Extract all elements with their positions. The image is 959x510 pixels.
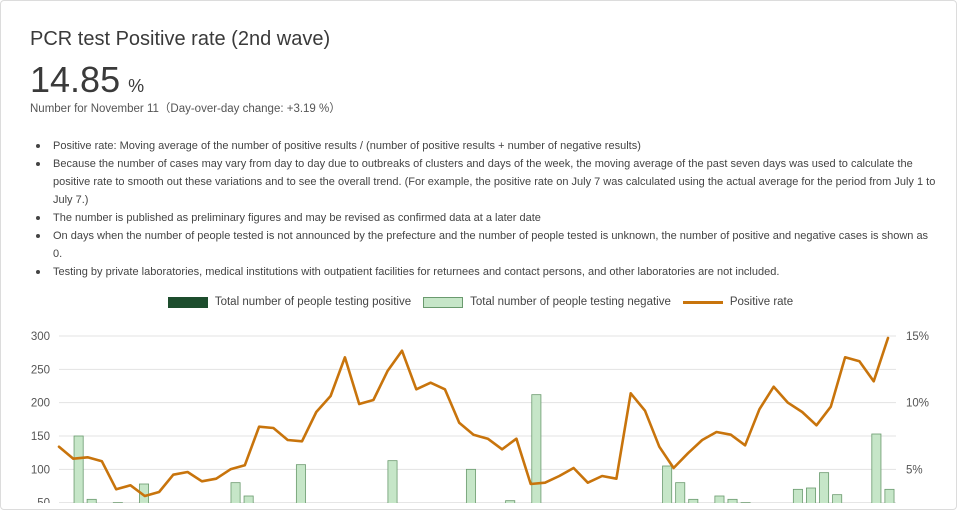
y-left-tick-label: 300 [31, 331, 50, 343]
note-item: Positive rate: Moving average of the num… [53, 137, 938, 155]
y-left-tick-label: 200 [31, 398, 50, 410]
positive-swatch [168, 297, 208, 308]
notes-list: Positive rate: Moving average of the num… [53, 137, 938, 281]
legend-item-negative[interactable]: Total number of people testing negative [423, 296, 671, 308]
chart-title: PCR test Positive rate (2nd wave) [30, 28, 330, 51]
y-right-tick-label: 10% [906, 398, 929, 410]
negative-bar [532, 395, 541, 503]
negative-bar [806, 488, 815, 503]
negative-bar [885, 489, 894, 503]
positive-rate-value: 14.85 [30, 59, 120, 100]
negative-bar [793, 489, 802, 503]
legend-item-positive[interactable]: Total number of people testing positive [168, 296, 411, 308]
note-item: Because the number of cases may vary fro… [53, 155, 938, 209]
negative-bar [466, 469, 475, 503]
legend-label-rate: Positive rate [730, 296, 793, 308]
y-left-tick-label: 100 [31, 464, 50, 476]
note-item: The number is published as preliminary f… [53, 209, 938, 227]
negative-bar [819, 473, 828, 503]
negative-bar [388, 461, 397, 503]
chart-legend: Total number of people testing positive … [1, 296, 959, 308]
negative-bar [663, 466, 672, 503]
negative-bar [676, 483, 685, 503]
negative-bar [74, 436, 83, 503]
negative-bar [296, 465, 305, 503]
negative-swatch [423, 297, 463, 308]
y-left-tick-label: 150 [31, 431, 50, 443]
y-left-tick-label: 50 [37, 498, 50, 503]
note-item: On days when the number of people tested… [53, 227, 938, 263]
y-right-tick-label: 5% [906, 464, 923, 476]
legend-label-positive: Total number of people testing positive [215, 296, 411, 308]
rate-swatch [683, 301, 723, 304]
positive-rate-unit: % [128, 76, 144, 96]
y-right-tick-label: 15% [906, 331, 929, 343]
legend-label-negative: Total number of people testing negative [470, 296, 671, 308]
negative-bar [728, 499, 737, 503]
negative-bar [87, 499, 96, 503]
legend-item-rate[interactable]: Positive rate [683, 296, 793, 308]
chart-plot: 300 250 200 150 100 50 15% 10% 5% [1, 319, 959, 503]
headline-value: 14.85% [30, 59, 144, 101]
date-change-note: Number for November 11（Day-over-day chan… [30, 100, 341, 116]
y-left-tick-label: 250 [31, 364, 50, 376]
note-item: Testing by private laboratories, medical… [53, 263, 938, 281]
negative-bar [689, 499, 698, 503]
negative-bar [231, 483, 240, 503]
negative-bar [872, 434, 881, 503]
